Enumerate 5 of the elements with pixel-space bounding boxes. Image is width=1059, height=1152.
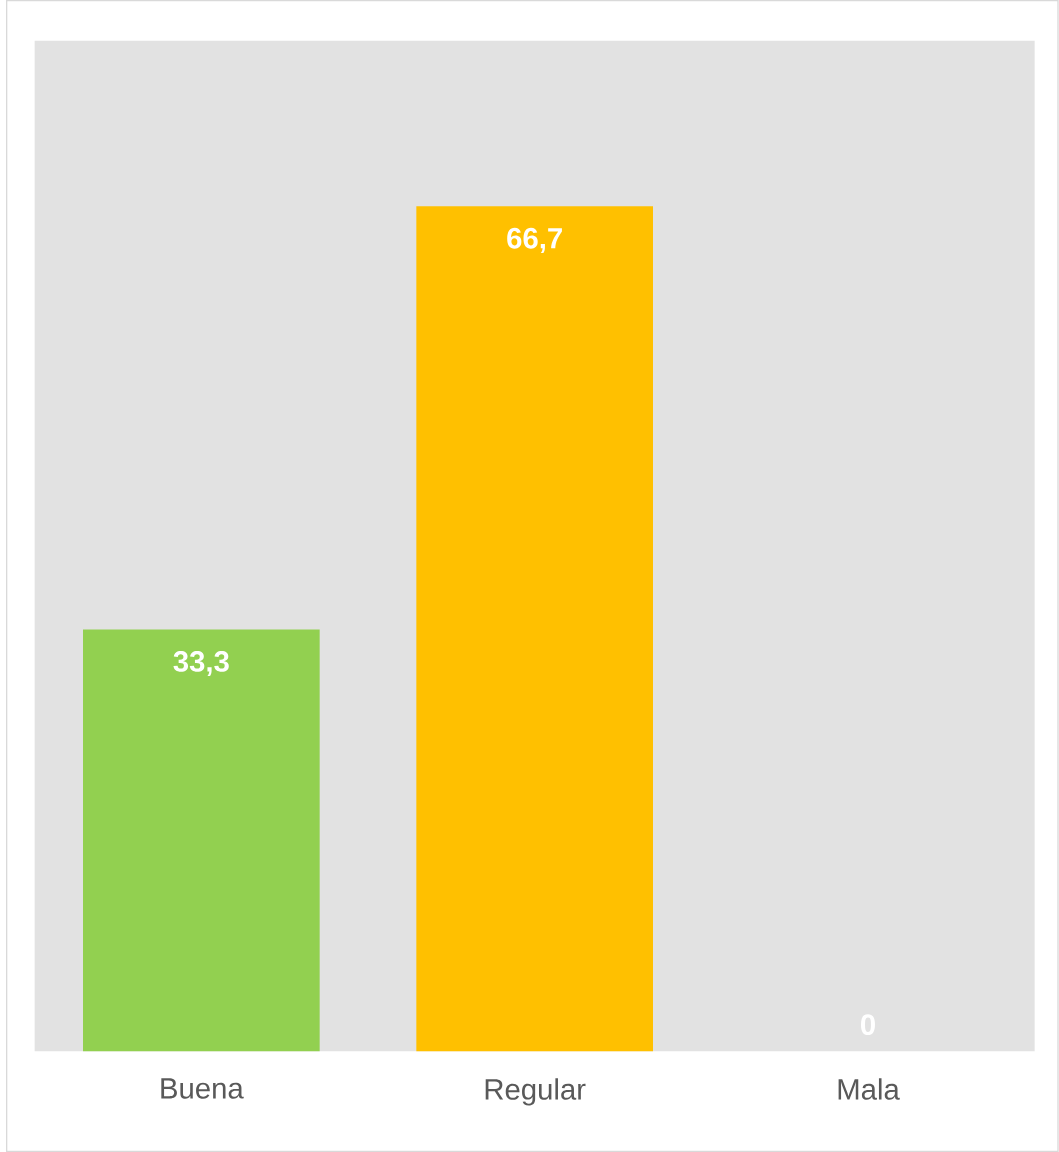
x-tick-label: Mala — [838, 1078, 900, 1100]
x-tick-label: Regular — [485, 1078, 586, 1106]
data-label: 66,7 — [507, 227, 562, 253]
data-label: 33,3 — [173, 651, 229, 677]
x-tick-label: Buena — [161, 1078, 244, 1099]
